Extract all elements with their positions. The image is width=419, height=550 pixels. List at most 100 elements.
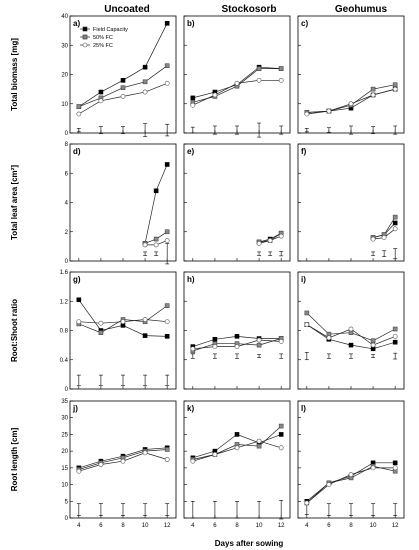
legend-label: 25% FC <box>93 43 113 49</box>
data-point-50-fc <box>392 214 398 220</box>
lsd-bar <box>98 126 103 134</box>
data-point-field-capacity <box>392 220 398 226</box>
data-point-25-fc <box>256 438 262 444</box>
data-point-25-fc <box>392 465 398 471</box>
panel-label: d) <box>73 147 81 156</box>
lsd-bar <box>76 503 81 516</box>
panel-label: i) <box>301 275 306 284</box>
lsd-bar <box>190 500 195 519</box>
x-tick-label: 8 <box>235 523 239 529</box>
panel-label: l) <box>301 404 306 413</box>
data-point-25-fc <box>370 92 376 98</box>
data-point-25-fc <box>120 458 126 464</box>
y-tick-label: 0 <box>65 259 69 265</box>
data-point-25-fc <box>98 462 104 467</box>
data-point-50-fc <box>392 82 398 88</box>
y-tick-label: 0.4 <box>60 358 69 364</box>
lsd-bar <box>268 251 273 256</box>
data-point-field-capacity <box>190 95 196 101</box>
lsd-bar <box>121 503 125 516</box>
lsd-bar <box>98 374 103 386</box>
x-tick-label: 10 <box>256 523 263 529</box>
legend-marker <box>82 42 88 48</box>
data-point-25-fc <box>348 472 354 477</box>
data-point-25-fc <box>267 238 273 243</box>
panel-e: e) <box>183 143 291 262</box>
x-tick-label: 4 <box>77 523 81 529</box>
data-point-50-fc <box>278 423 284 429</box>
y-tick-label: 20 <box>61 73 68 79</box>
y-tick-label: 30 <box>61 416 68 422</box>
lsd-bar <box>371 126 376 134</box>
series-line-field-capacity <box>306 462 396 502</box>
data-point-25-fc <box>164 319 170 325</box>
lsd-bar <box>165 374 170 386</box>
data-point-field-capacity <box>142 333 148 338</box>
data-point-25-fc <box>212 92 218 98</box>
data-point-50-fc <box>278 66 284 71</box>
series-line-50-fc <box>306 465 396 504</box>
data-point-25-fc <box>76 319 82 325</box>
data-point-25-fc <box>381 235 387 240</box>
data-point-25-fc <box>190 102 196 108</box>
lsd-bar <box>279 499 284 520</box>
data-point-25-fc <box>326 108 332 114</box>
panel-label: b) <box>187 19 195 28</box>
data-point-50-fc <box>392 326 398 332</box>
y-tick-label: 25 <box>61 432 68 438</box>
lsd-bar <box>235 125 239 135</box>
panel-label: h) <box>187 275 195 284</box>
data-point-25-fc <box>256 77 262 83</box>
panel-frame <box>183 271 291 390</box>
data-point-50-fc <box>153 236 159 242</box>
lsd-bar <box>349 353 353 359</box>
lsd-bar <box>98 503 103 516</box>
data-point-25-fc <box>326 335 332 341</box>
data-point-field-capacity <box>348 342 354 348</box>
data-point-25-fc <box>190 458 196 464</box>
data-point-50-fc <box>256 66 262 71</box>
lsd-bar <box>304 504 309 515</box>
data-point-50-fc <box>120 85 126 90</box>
panel-i: i) <box>297 271 405 390</box>
data-point-field-capacity <box>392 460 398 466</box>
lsd-bar <box>212 500 217 519</box>
data-point-25-fc <box>212 452 218 457</box>
data-point-25-fc <box>76 468 82 474</box>
lsd-bar <box>257 500 262 519</box>
panel-frame <box>297 400 405 519</box>
column-title-stockosorb: Stockosorb <box>221 4 276 15</box>
lsd-bar <box>121 374 125 386</box>
x-tick-label: 6 <box>327 523 331 529</box>
lsd-bar <box>279 353 284 359</box>
lsd-bar <box>326 353 331 359</box>
x-tick-label: 4 <box>305 523 309 529</box>
data-point-50-fc <box>164 303 170 308</box>
data-point-25-fc <box>98 98 104 104</box>
data-point-50-fc <box>98 330 104 335</box>
lsd-bar <box>121 126 125 134</box>
data-point-50-fc <box>256 342 262 348</box>
data-point-25-fc <box>348 326 354 332</box>
data-point-25-fc <box>370 342 376 348</box>
y-tick-label: 40 <box>61 14 68 20</box>
lsd-bar <box>143 123 148 137</box>
lsd-bar <box>76 374 81 386</box>
y-axis-label: Total biomass [mg] <box>10 38 19 111</box>
data-point-25-fc <box>370 465 376 471</box>
lsd-bar <box>393 125 398 135</box>
lsd-bar <box>257 122 262 138</box>
lsd-bar <box>257 251 262 256</box>
panel-c: c) <box>297 15 405 135</box>
lsd-bar <box>279 125 284 135</box>
data-point-field-capacity <box>98 89 104 95</box>
lsd-bar <box>143 251 148 256</box>
data-point-25-fc <box>153 242 159 248</box>
data-point-field-capacity <box>142 64 148 70</box>
data-point-50-fc <box>164 229 170 235</box>
x-tick-label: 8 <box>121 523 125 529</box>
data-point-field-capacity <box>392 339 398 345</box>
y-tick-label: 4 <box>65 201 69 207</box>
data-point-field-capacity <box>212 336 218 342</box>
